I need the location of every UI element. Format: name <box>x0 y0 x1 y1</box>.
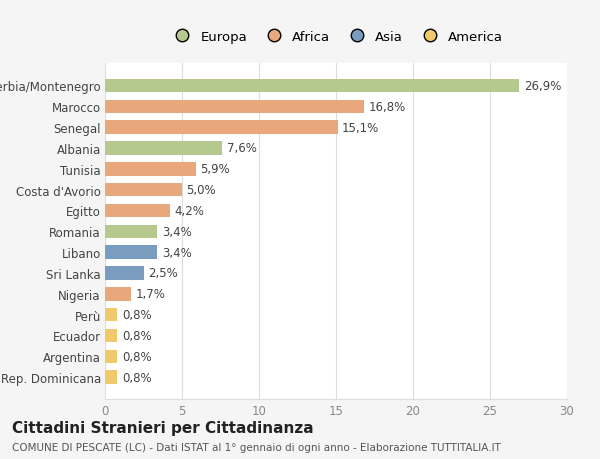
Bar <box>105 79 519 93</box>
Bar <box>105 184 182 197</box>
Text: 0,8%: 0,8% <box>122 371 152 384</box>
Text: 0,8%: 0,8% <box>122 329 152 342</box>
Bar <box>105 350 118 364</box>
Text: 15,1%: 15,1% <box>342 121 379 134</box>
Bar <box>105 370 118 384</box>
Text: 3,4%: 3,4% <box>162 246 192 259</box>
Bar <box>105 121 338 134</box>
Text: COMUNE DI PESCATE (LC) - Dati ISTAT al 1° gennaio di ogni anno - Elaborazione TU: COMUNE DI PESCATE (LC) - Dati ISTAT al 1… <box>12 442 501 452</box>
Text: 1,7%: 1,7% <box>136 288 166 301</box>
Text: 5,9%: 5,9% <box>200 163 230 176</box>
Text: 5,0%: 5,0% <box>187 184 216 197</box>
Bar <box>105 267 143 280</box>
Text: 3,4%: 3,4% <box>162 225 192 238</box>
Bar <box>105 225 157 239</box>
Text: 7,6%: 7,6% <box>227 142 257 155</box>
Text: 26,9%: 26,9% <box>524 80 561 93</box>
Bar <box>105 287 131 301</box>
Bar <box>105 329 118 342</box>
Text: 2,5%: 2,5% <box>148 267 178 280</box>
Bar <box>105 246 157 259</box>
Text: 0,8%: 0,8% <box>122 350 152 363</box>
Text: 16,8%: 16,8% <box>368 101 406 113</box>
Text: Cittadini Stranieri per Cittadinanza: Cittadini Stranieri per Cittadinanza <box>12 420 314 435</box>
Bar <box>105 162 196 176</box>
Bar <box>105 100 364 114</box>
Text: 4,2%: 4,2% <box>175 205 204 218</box>
Bar <box>105 308 118 322</box>
Legend: Europa, Africa, Asia, America: Europa, Africa, Asia, America <box>169 31 503 44</box>
Text: 0,8%: 0,8% <box>122 308 152 321</box>
Bar <box>105 204 170 218</box>
Bar <box>105 142 222 156</box>
